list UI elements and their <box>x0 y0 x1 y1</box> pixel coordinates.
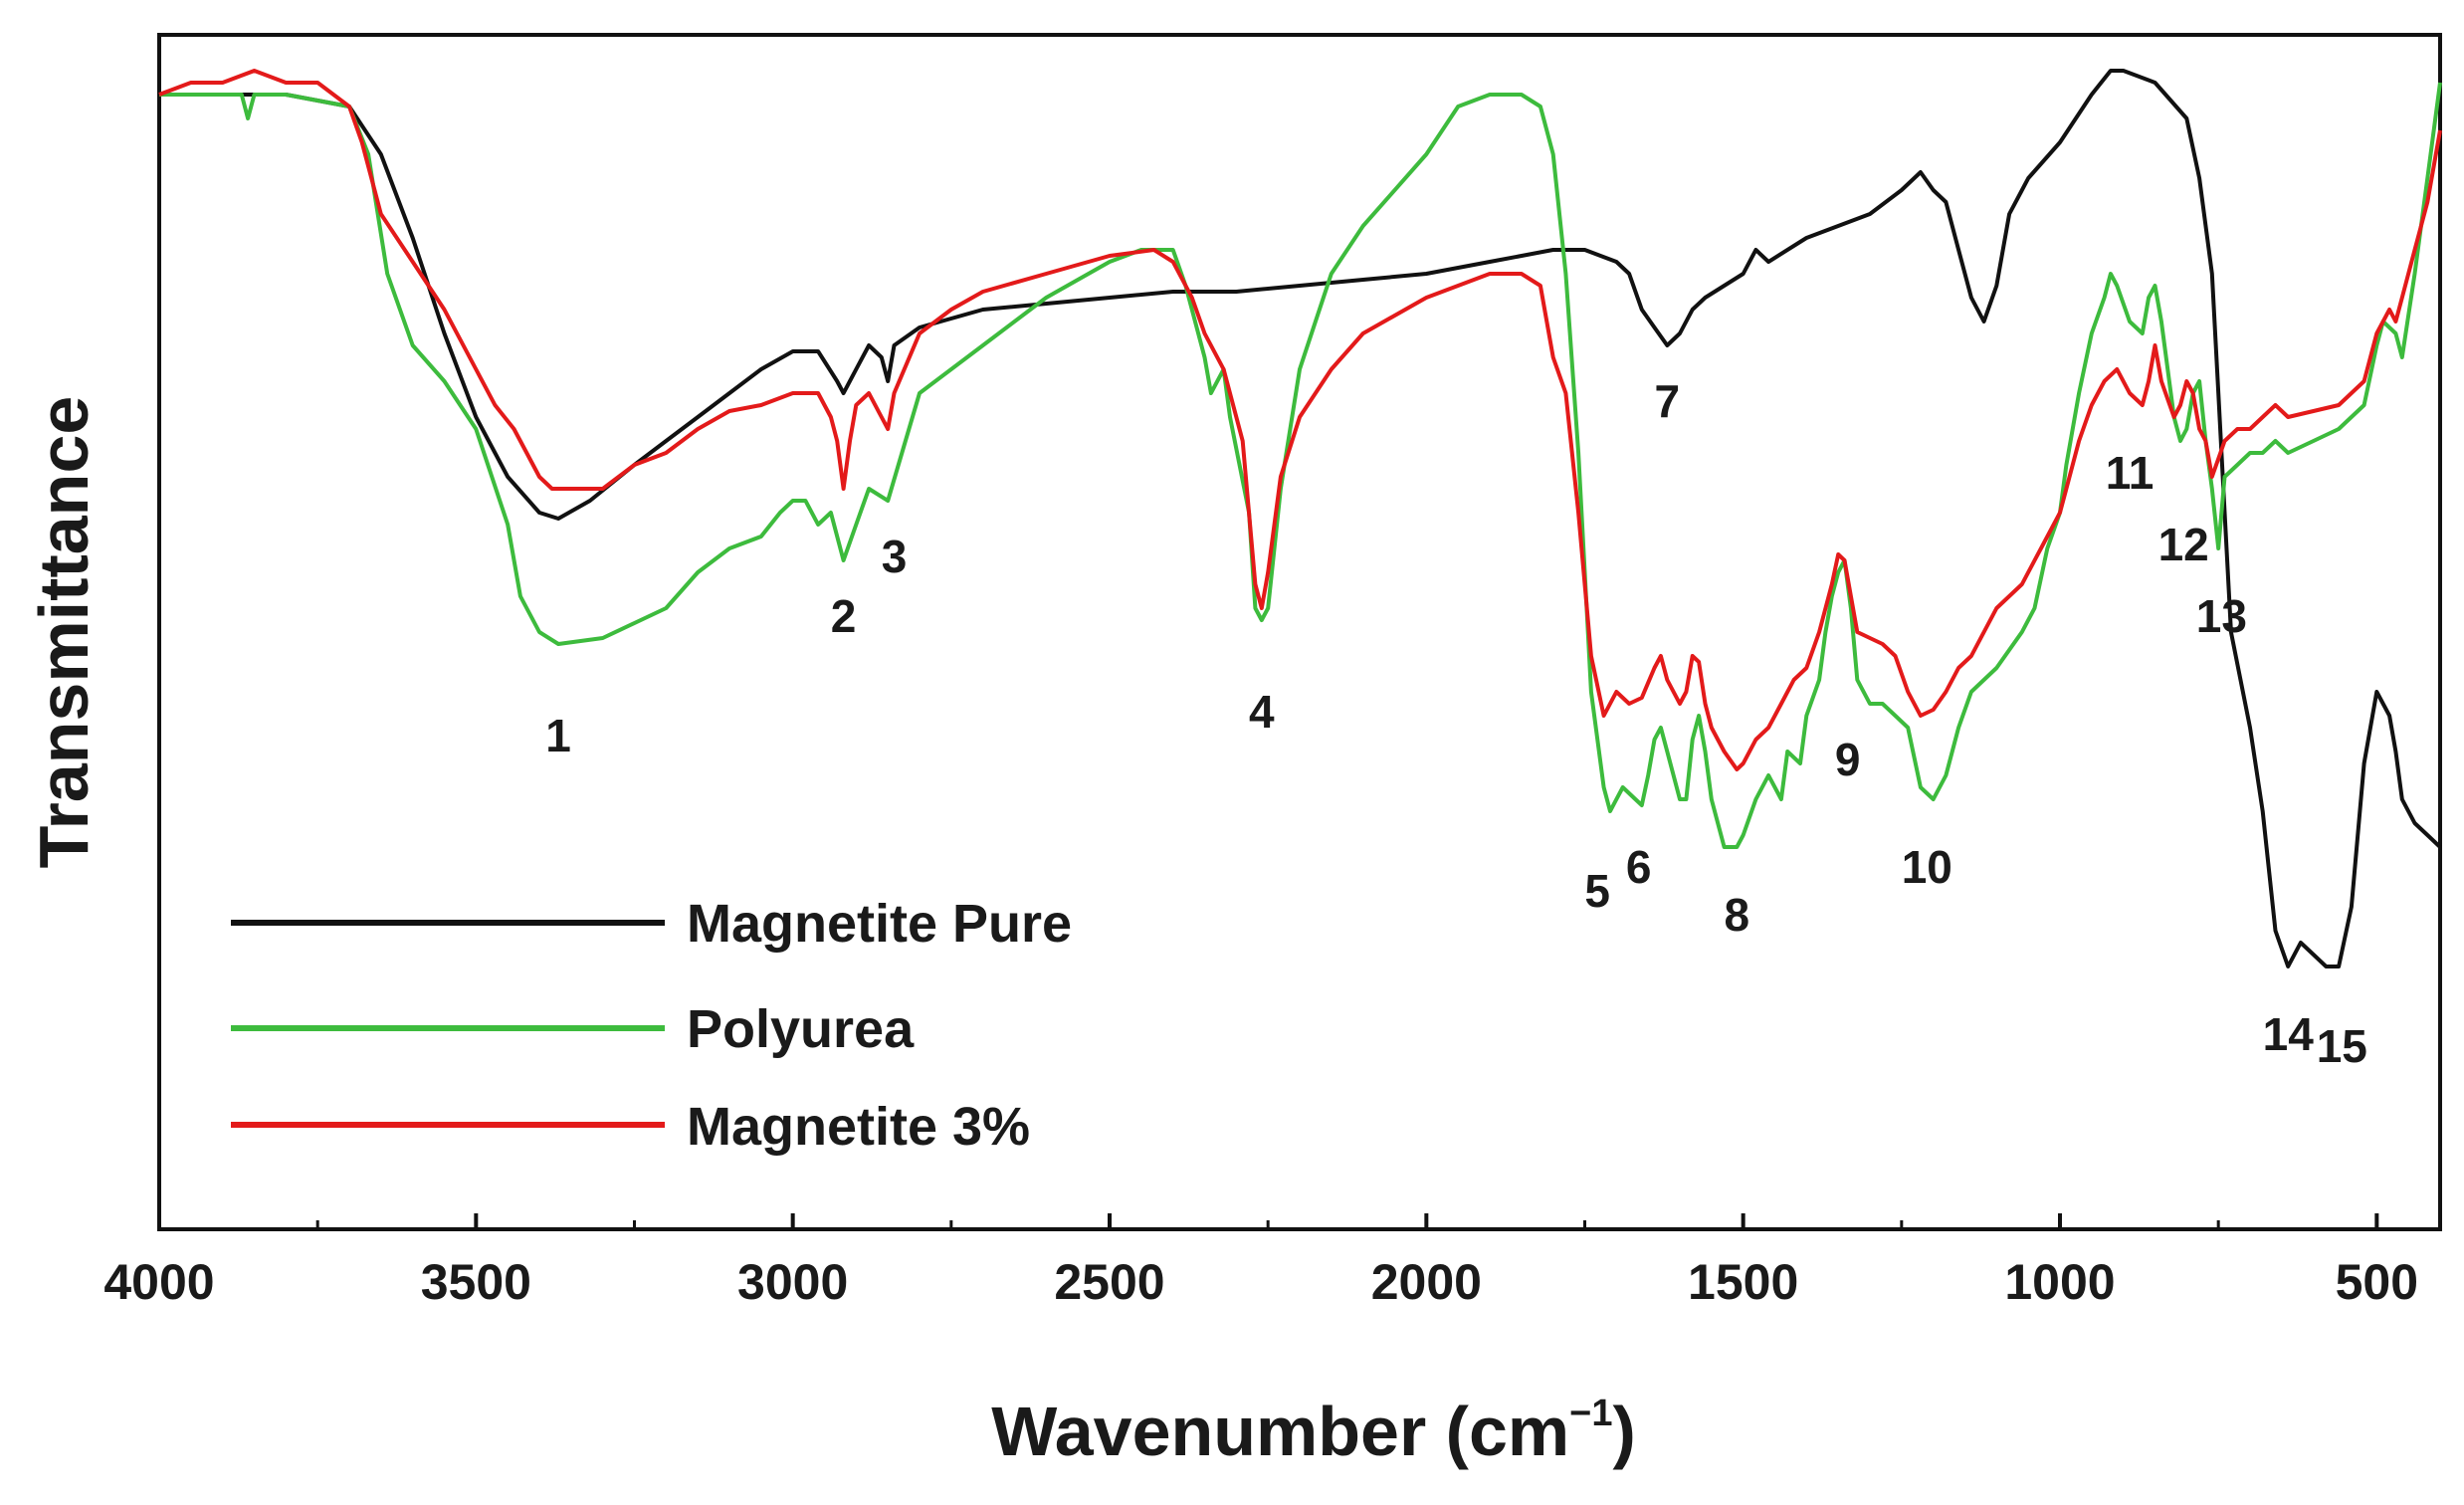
x-tick-label: 4000 <box>103 1254 214 1310</box>
legend-label-polyurea: Polyurea <box>687 999 915 1059</box>
series-line-magnetite-3- <box>158 69 2442 771</box>
peak-label-12: 12 <box>2158 519 2209 570</box>
x-tick-label: 2000 <box>1371 1254 1482 1310</box>
peak-label-11: 11 <box>2106 447 2155 499</box>
peak-label-2: 2 <box>831 590 857 642</box>
peak-label-6: 6 <box>1626 841 1652 893</box>
peak-label-7: 7 <box>1654 375 1680 427</box>
legend: Magnetite Pure Polyurea Magnetite 3% <box>231 894 1072 1157</box>
peak-label-10: 10 <box>1902 841 1952 893</box>
x-axis-title-close: ) <box>1612 1393 1635 1470</box>
plot-area-frame <box>157 33 2442 1231</box>
peak-label-3: 3 <box>882 531 908 582</box>
x-axis-title-superscript: −1 <box>1569 1393 1612 1434</box>
x-axis-title: Wavenumber (cm−1) <box>991 1393 1636 1470</box>
x-tick-label: 2500 <box>1054 1254 1164 1310</box>
legend-label-magnetite-pure: Magnetite Pure <box>687 894 1072 954</box>
x-tick-label: 500 <box>2336 1254 2418 1310</box>
x-axis-title-main: Wavenumber (cm <box>991 1393 1569 1470</box>
x-tick-label: 3000 <box>737 1254 848 1310</box>
x-tick-label: 1000 <box>2004 1254 2115 1310</box>
peak-label-14: 14 <box>2263 1008 2315 1060</box>
peak-label-8: 8 <box>1725 889 1750 941</box>
x-tick-label: 1500 <box>1688 1254 1798 1310</box>
peak-label-1: 1 <box>545 710 571 761</box>
peak-label-9: 9 <box>1835 734 1861 785</box>
series-line-magnetite-pure <box>159 69 2442 968</box>
peak-label-4: 4 <box>1249 686 1275 738</box>
peak-label-15: 15 <box>2317 1020 2367 1072</box>
peak-label-13: 13 <box>2196 590 2247 642</box>
x-tick-label: 3500 <box>421 1254 531 1310</box>
y-axis-title: Transmittance <box>25 396 103 869</box>
x-axis-ticks: 4000 3500 3000 2500 2000 1500 1000 500 <box>103 1213 2418 1310</box>
peak-label-5: 5 <box>1584 865 1610 917</box>
legend-label-magnetite-3pct: Magnetite 3% <box>687 1097 1030 1157</box>
series-line-polyurea <box>159 82 2442 849</box>
series-layer <box>158 69 2442 968</box>
